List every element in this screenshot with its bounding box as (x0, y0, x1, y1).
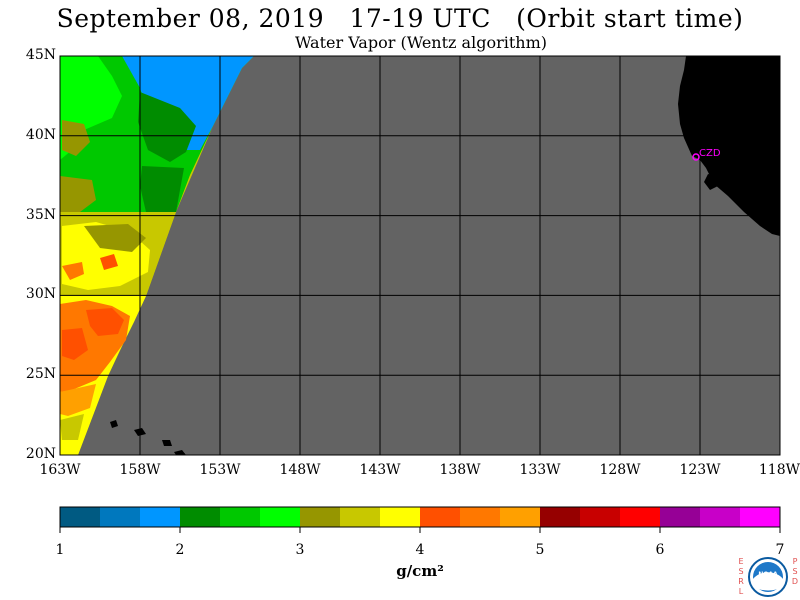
station-marker-czd: CZD (692, 148, 721, 161)
logo-letter: S (738, 567, 743, 576)
colorbar-cell (340, 507, 381, 527)
latitude-label: 35N (25, 206, 56, 223)
logo-right-letters: PSD (792, 557, 798, 586)
colorbar-cell (660, 507, 701, 527)
colorbar-cell (620, 507, 661, 527)
map-subtitle: Water Vapor (Wentz algorithm) (294, 33, 547, 52)
logo-letter: L (739, 587, 744, 596)
latitude-label: 25N (25, 366, 56, 383)
logo-center-text: NOAA (758, 571, 778, 578)
colorbar-unit: g/cm² (396, 562, 444, 580)
colorbar-tick-label: 6 (655, 542, 665, 558)
satellite-swath (60, 56, 254, 455)
colorbar-cell (580, 507, 621, 527)
longitude-label: 123W (679, 462, 721, 478)
colorbar-tick-label: 3 (295, 542, 305, 558)
longitude-label: 143W (359, 462, 401, 478)
colorbar-cell (140, 507, 181, 527)
colorbar-cell (100, 507, 141, 527)
colorbar-tick-label: 7 (775, 542, 785, 558)
colorbar-tick-label: 5 (535, 542, 545, 558)
longitude-label: 148W (279, 462, 321, 478)
longitude-label: 158W (119, 462, 161, 478)
logo-letter: E (738, 557, 743, 566)
longitude-label: 118W (758, 462, 800, 478)
colorbar (59, 507, 781, 533)
longitude-label: 128W (599, 462, 641, 478)
colorbar-tick-label: 4 (415, 542, 425, 558)
colorbar-cell (260, 507, 301, 527)
latitude-label: 40N (25, 126, 56, 143)
logo-letter: P (793, 557, 798, 566)
logo-letter: D (792, 577, 798, 586)
colorbar-cell (540, 507, 581, 527)
logo-letter: R (738, 577, 744, 586)
logo-letter: S (792, 567, 797, 576)
longitude-label: 133W (519, 462, 561, 478)
colorbar-cell (500, 507, 541, 527)
station-label: CZD (699, 148, 721, 159)
longitude-label: 153W (199, 462, 241, 478)
colorbar-cell (180, 507, 221, 527)
colorbar-cell (700, 507, 741, 527)
colorbar-cell (420, 507, 461, 527)
colorbar-cell (300, 507, 341, 527)
latitude-label: 20N (25, 446, 56, 462)
land-masses (110, 56, 780, 455)
lat-lon-grid (60, 56, 780, 455)
colorbar-cell (380, 507, 421, 527)
latitude-label: 30N (25, 286, 56, 303)
colorbar-cell (60, 507, 101, 527)
longitude-label: 138W (439, 462, 481, 478)
colorbar-cell (460, 507, 501, 527)
colorbar-cell (220, 507, 261, 527)
latitude-label: 45N (25, 47, 56, 63)
colorbar-tick-label: 1 (55, 542, 65, 558)
map-title: September 08, 2019 17-19 UTC (Orbit star… (56, 4, 744, 33)
longitude-label: 163W (39, 462, 81, 478)
map-frame (59, 55, 781, 456)
colorbar-tick-label: 2 (175, 542, 185, 558)
colorbar-frame (59, 506, 781, 528)
colorbar-cell (740, 507, 781, 527)
